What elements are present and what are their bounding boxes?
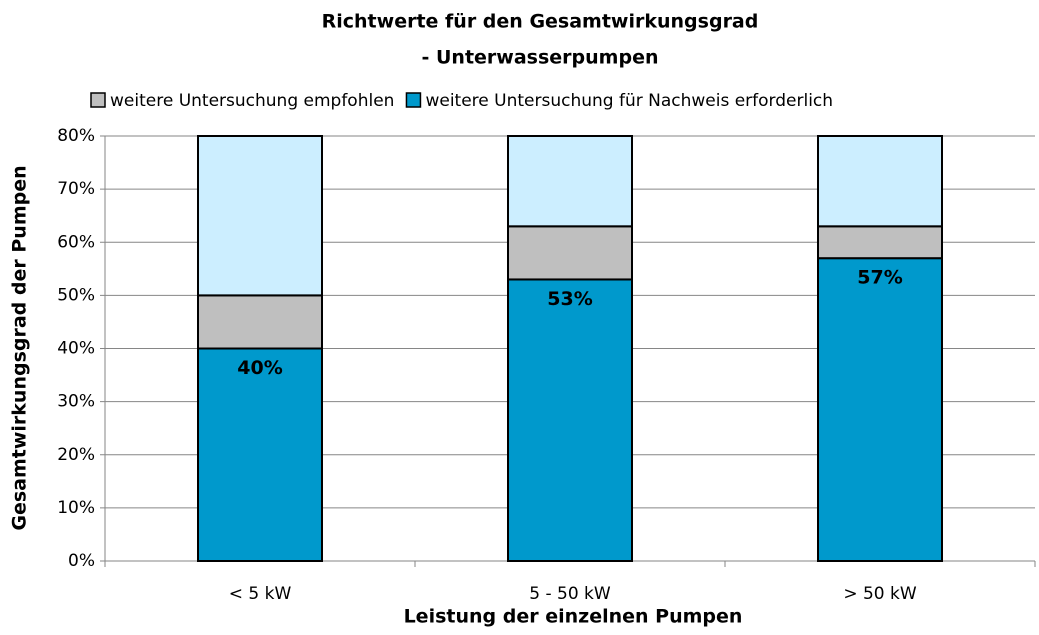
x-tick-label: > 50 kW xyxy=(843,584,917,604)
bar-segment xyxy=(197,294,323,350)
data-label: 40% xyxy=(237,357,282,379)
legend-swatch xyxy=(90,92,106,108)
y-tick-label: 50% xyxy=(57,285,95,305)
bar-segment xyxy=(817,257,943,562)
data-label: 57% xyxy=(857,267,902,289)
legend-label: weitere Untersuchung empfohlen xyxy=(110,91,394,111)
bar-segment xyxy=(817,135,943,228)
x-tick-label: 5 - 50 kW xyxy=(529,584,611,604)
y-tick-label: 60% xyxy=(57,232,95,252)
data-label: 53% xyxy=(547,288,592,310)
legend-swatch xyxy=(405,92,422,108)
x-tick-label: < 5 kW xyxy=(229,584,292,604)
y-tick-label: 0% xyxy=(68,551,95,571)
bar-segment xyxy=(507,278,633,562)
y-tick-label: 80% xyxy=(57,126,95,146)
x-axis-title: Leistung der einzelnen Pumpen xyxy=(404,606,743,628)
y-axis-title: Gesamtwirkungsgrad der Pumpen xyxy=(9,165,31,530)
y-tick-label: 20% xyxy=(57,445,95,465)
y-tick-label: 10% xyxy=(57,498,95,518)
y-tick-label: 70% xyxy=(57,179,95,199)
bar-segment xyxy=(507,225,633,281)
y-tick-label: 40% xyxy=(57,339,95,359)
bar-segment xyxy=(197,135,323,297)
chart-subtitle: - Unterwasserpumpen xyxy=(422,47,659,69)
chart-title: Richtwerte für den Gesamtwirkungsgrad xyxy=(322,11,759,33)
bar-segment xyxy=(197,347,323,562)
y-tick-label: 30% xyxy=(57,392,95,412)
bar-segment xyxy=(507,135,633,228)
legend-label: weitere Untersuchung für Nachweis erford… xyxy=(425,91,833,111)
bar-segment xyxy=(817,225,943,260)
